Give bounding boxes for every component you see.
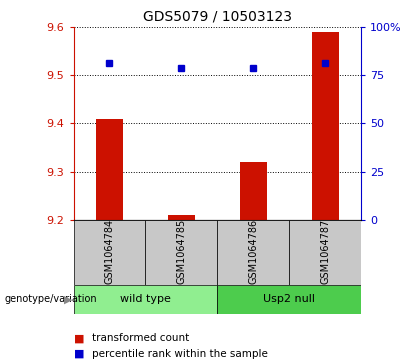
Bar	[218, 285, 361, 314]
Text: ■: ■	[74, 349, 84, 359]
Text: GSM1064784: GSM1064784	[105, 219, 115, 284]
Bar	[74, 220, 145, 285]
Bar	[96, 119, 123, 220]
Text: ■: ■	[74, 333, 84, 343]
Text: GSM1064786: GSM1064786	[248, 219, 258, 284]
Text: percentile rank within the sample: percentile rank within the sample	[92, 349, 268, 359]
Text: genotype/variation: genotype/variation	[4, 294, 97, 305]
Bar	[74, 285, 218, 314]
Text: ▶: ▶	[64, 294, 73, 305]
Bar	[145, 220, 218, 285]
Title: GDS5079 / 10503123: GDS5079 / 10503123	[143, 9, 292, 23]
Bar	[218, 220, 289, 285]
Bar	[312, 32, 339, 220]
Text: Usp2 null: Usp2 null	[263, 294, 315, 305]
Text: GSM1064785: GSM1064785	[176, 219, 186, 284]
Bar	[240, 162, 267, 220]
Text: transformed count: transformed count	[92, 333, 190, 343]
Bar	[168, 215, 195, 220]
Bar	[289, 220, 361, 285]
Text: wild type: wild type	[120, 294, 171, 305]
Text: GSM1064787: GSM1064787	[320, 219, 330, 284]
